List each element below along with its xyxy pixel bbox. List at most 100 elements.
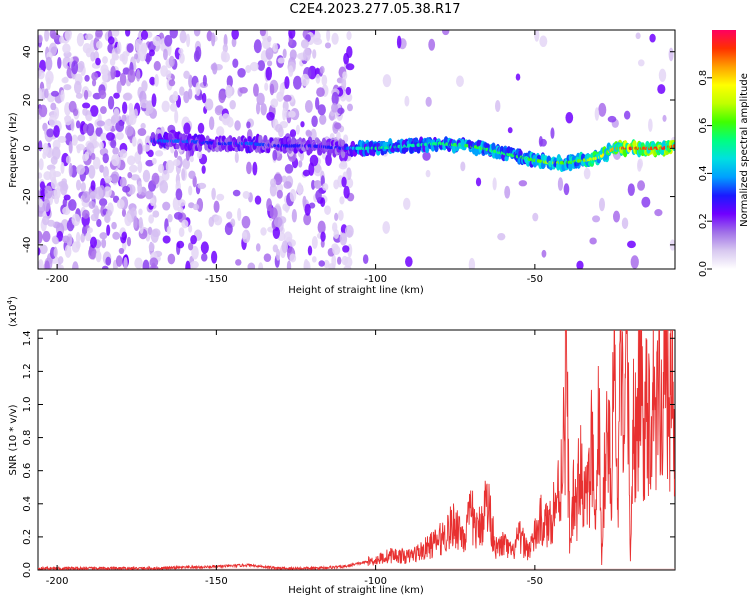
speckle-blob <box>172 196 180 211</box>
speckle-blob <box>64 244 72 258</box>
track-blob <box>568 162 573 172</box>
speckle-blob <box>174 109 179 124</box>
speckle-blob <box>563 183 570 196</box>
speckle-blob <box>310 128 317 142</box>
snr-scale-prefix: (x10 <box>8 304 19 327</box>
speckle-blob <box>303 213 312 226</box>
speckle-blob <box>315 97 320 110</box>
snr-y-axis-label: SNR (10 * v/v) <box>8 404 19 475</box>
speckle-blob <box>85 232 92 242</box>
speckle-blob <box>302 169 311 177</box>
speckle-blob <box>216 126 225 137</box>
speckle-blob <box>50 102 57 111</box>
speckle-blob <box>38 158 44 171</box>
speckle-blob <box>343 185 350 199</box>
speckle-blob <box>403 197 411 210</box>
speckle-blob <box>425 96 432 107</box>
speckle-blob <box>494 99 501 112</box>
speckle-blob <box>181 219 189 229</box>
speckle-blob <box>60 161 65 174</box>
speckle-blob <box>344 256 353 268</box>
y-tick-label: 1.2 <box>22 363 33 379</box>
speckle-blob <box>627 183 635 196</box>
speckle-blob <box>342 71 348 80</box>
x-tick-label: -100 <box>364 274 387 285</box>
speckle-blob <box>149 257 159 268</box>
speckle-blob <box>300 39 309 49</box>
speckle-blob <box>333 229 340 240</box>
speckle-blob <box>105 256 112 266</box>
speckle-blob <box>130 174 140 181</box>
speckle-blob <box>77 134 86 142</box>
speckle-blob <box>211 62 218 75</box>
spectrogram-frame <box>37 29 676 270</box>
speckle-blob <box>145 159 154 167</box>
speckle-blob <box>115 120 125 133</box>
speckle-blob <box>281 175 288 183</box>
speckle-blob <box>302 48 311 62</box>
speckle-blob <box>226 211 233 220</box>
speckle-blob <box>475 177 482 187</box>
speckle-blob <box>317 104 326 116</box>
speckle-blob <box>266 60 273 67</box>
speckle-blob <box>100 132 108 141</box>
speckle-blob <box>95 57 101 66</box>
x-tick-label: -200 <box>46 576 69 587</box>
speckle-blob <box>298 160 303 168</box>
speckle-blob <box>118 247 125 255</box>
speckle-blob <box>53 247 58 258</box>
spectrogram-y-axis: -40 -20 0 20 40 <box>22 45 675 253</box>
track-blob <box>247 135 252 142</box>
speckle-blob <box>80 233 85 243</box>
speckle-blob <box>334 212 339 221</box>
speckle-blob <box>141 80 148 92</box>
speckle-blob <box>654 209 663 217</box>
speckle-blob <box>126 236 132 247</box>
speckle-blob <box>90 152 96 161</box>
speckle-blob <box>148 214 154 224</box>
speckle-blob <box>113 92 120 99</box>
speckle-blob <box>101 238 107 249</box>
speckle-blob <box>265 47 274 60</box>
speckle-blob <box>64 115 72 126</box>
speckle-blob <box>78 60 85 70</box>
speckle-blob <box>95 250 102 263</box>
speckle-blob <box>331 91 339 106</box>
speckle-blob <box>382 74 392 88</box>
speckle-blob <box>187 88 193 100</box>
speckle-blob <box>284 76 290 89</box>
speckle-blob <box>197 150 203 160</box>
speckle-blob <box>396 35 402 49</box>
speckle-blob <box>173 149 179 158</box>
speckle-blob <box>57 136 67 143</box>
speckle-blob <box>428 38 436 51</box>
speckle-blob <box>539 138 547 147</box>
speckle-blob <box>141 42 148 55</box>
speckle-blob <box>211 250 218 264</box>
speckle-blob <box>119 176 127 188</box>
speckle-blob <box>123 256 128 269</box>
speckle-blob <box>277 57 285 64</box>
speckle-blob <box>286 260 292 269</box>
snr-scale-exponent: 4 <box>6 299 14 304</box>
speckle-blob <box>81 209 90 219</box>
speckle-blob <box>168 79 176 87</box>
speckle-blob <box>337 209 344 221</box>
speckle-blob <box>275 248 281 261</box>
speckle-blob <box>649 33 656 43</box>
snr-x-axis: -200 -150 -100 -50 <box>46 330 543 587</box>
speckle-blob <box>226 75 233 88</box>
speckle-blob <box>84 33 94 41</box>
speckle-blob <box>344 224 354 238</box>
speckle-blob <box>129 164 138 173</box>
speckle-blob <box>62 76 69 83</box>
speckle-blob <box>211 32 216 47</box>
x-tick-label: -50 <box>527 274 543 285</box>
speckle-blob <box>119 149 128 159</box>
speckle-blob <box>282 48 287 59</box>
speckle-blob <box>200 241 209 254</box>
speckle-blob <box>234 120 241 131</box>
speckle-blob <box>68 162 73 177</box>
speckle-blob <box>635 32 641 40</box>
speckle-blob <box>145 100 154 115</box>
